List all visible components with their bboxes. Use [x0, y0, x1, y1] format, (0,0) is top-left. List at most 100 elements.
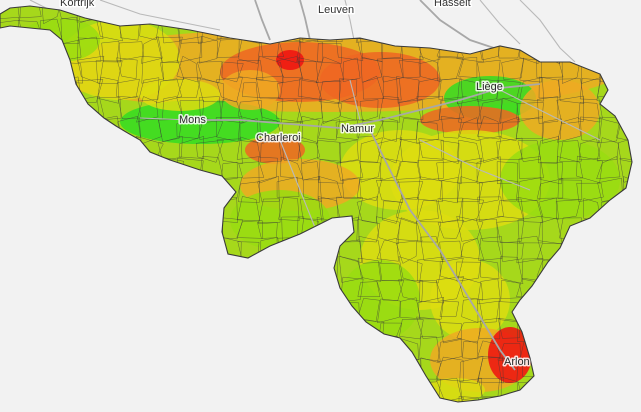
municipality[interactable] — [155, 358, 182, 383]
municipality[interactable] — [477, 340, 501, 358]
municipality[interactable] — [596, 0, 624, 19]
municipality[interactable] — [541, 297, 561, 317]
municipality[interactable] — [519, 402, 540, 412]
municipality[interactable] — [17, 62, 40, 80]
municipality[interactable] — [178, 260, 203, 285]
municipality[interactable] — [517, 1, 539, 24]
municipality[interactable] — [240, 338, 262, 361]
municipality[interactable] — [59, 96, 84, 123]
municipality[interactable] — [501, 395, 519, 412]
municipality[interactable] — [0, 176, 22, 198]
municipality[interactable] — [138, 336, 163, 364]
municipality[interactable] — [598, 396, 622, 412]
municipality[interactable] — [255, 0, 282, 24]
municipality[interactable] — [498, 15, 519, 41]
municipality[interactable] — [216, 138, 243, 164]
municipality[interactable] — [21, 296, 40, 324]
municipality[interactable] — [539, 41, 561, 65]
municipality[interactable] — [0, 400, 24, 412]
municipality[interactable] — [59, 118, 84, 144]
municipality[interactable] — [202, 220, 224, 243]
municipality[interactable] — [157, 136, 183, 161]
municipality[interactable] — [497, 241, 524, 262]
municipality[interactable] — [139, 382, 163, 402]
municipality[interactable] — [375, 335, 403, 363]
municipality[interactable] — [16, 77, 45, 103]
municipality[interactable] — [196, 279, 220, 303]
municipality[interactable] — [118, 297, 140, 321]
municipality[interactable] — [98, 337, 122, 359]
municipality[interactable] — [215, 360, 242, 380]
municipality[interactable] — [156, 78, 183, 104]
municipality[interactable] — [76, 376, 102, 400]
municipality[interactable] — [237, 321, 262, 343]
municipality[interactable] — [517, 177, 542, 203]
municipality[interactable] — [558, 255, 581, 283]
municipality[interactable] — [376, 137, 403, 164]
municipality[interactable] — [76, 218, 102, 243]
municipality[interactable] — [120, 318, 144, 345]
municipality[interactable] — [516, 102, 544, 120]
municipality[interactable] — [578, 0, 604, 19]
municipality[interactable] — [320, 98, 343, 124]
municipality[interactable] — [56, 160, 82, 183]
municipality[interactable] — [276, 357, 299, 379]
municipality[interactable] — [475, 15, 503, 38]
municipality[interactable] — [0, 59, 24, 84]
municipality[interactable] — [258, 156, 278, 184]
municipality[interactable] — [17, 221, 44, 244]
municipality[interactable] — [237, 378, 261, 402]
municipality[interactable] — [259, 399, 278, 412]
municipality[interactable] — [637, 298, 641, 324]
municipality[interactable] — [57, 216, 81, 241]
municipality[interactable] — [476, 0, 502, 18]
municipality[interactable] — [457, 157, 483, 184]
municipality[interactable] — [578, 237, 598, 262]
municipality[interactable] — [195, 139, 224, 163]
municipality[interactable] — [400, 118, 419, 140]
municipality[interactable] — [39, 137, 64, 163]
municipality[interactable] — [537, 278, 561, 302]
municipality[interactable] — [0, 238, 20, 263]
municipality[interactable] — [137, 278, 162, 301]
municipality[interactable] — [395, 240, 418, 264]
municipality[interactable] — [96, 357, 124, 380]
municipality[interactable] — [462, 198, 485, 223]
municipality[interactable] — [619, 399, 641, 412]
municipality[interactable] — [439, 177, 459, 204]
municipality[interactable] — [416, 20, 441, 42]
municipality[interactable] — [257, 198, 281, 225]
municipality[interactable] — [20, 119, 44, 139]
municipality[interactable] — [578, 138, 601, 161]
municipality[interactable] — [260, 138, 282, 163]
municipality[interactable] — [99, 140, 123, 164]
municipality[interactable] — [56, 140, 82, 160]
municipality[interactable] — [159, 299, 181, 324]
municipality[interactable] — [178, 199, 201, 222]
municipality[interactable] — [436, 160, 462, 184]
municipality[interactable] — [600, 235, 619, 262]
municipality[interactable] — [357, 357, 385, 379]
municipality[interactable] — [0, 0, 20, 24]
municipality[interactable] — [439, 240, 463, 260]
municipality[interactable] — [457, 276, 484, 301]
municipality[interactable] — [56, 179, 83, 203]
municipality[interactable] — [176, 55, 199, 83]
municipality[interactable] — [38, 178, 62, 204]
municipality[interactable] — [597, 35, 625, 61]
municipality[interactable] — [622, 76, 641, 103]
municipality[interactable] — [296, 98, 323, 123]
municipality[interactable] — [0, 260, 24, 280]
municipality[interactable] — [297, 395, 323, 412]
municipality[interactable] — [119, 0, 143, 19]
municipality[interactable] — [479, 135, 502, 163]
municipality[interactable] — [359, 377, 382, 400]
municipality[interactable] — [377, 0, 400, 24]
municipality[interactable] — [300, 237, 324, 260]
municipality[interactable] — [17, 198, 37, 223]
municipality[interactable] — [317, 176, 342, 200]
municipality[interactable] — [156, 339, 185, 362]
municipality[interactable] — [0, 75, 23, 103]
municipality[interactable] — [399, 138, 421, 163]
